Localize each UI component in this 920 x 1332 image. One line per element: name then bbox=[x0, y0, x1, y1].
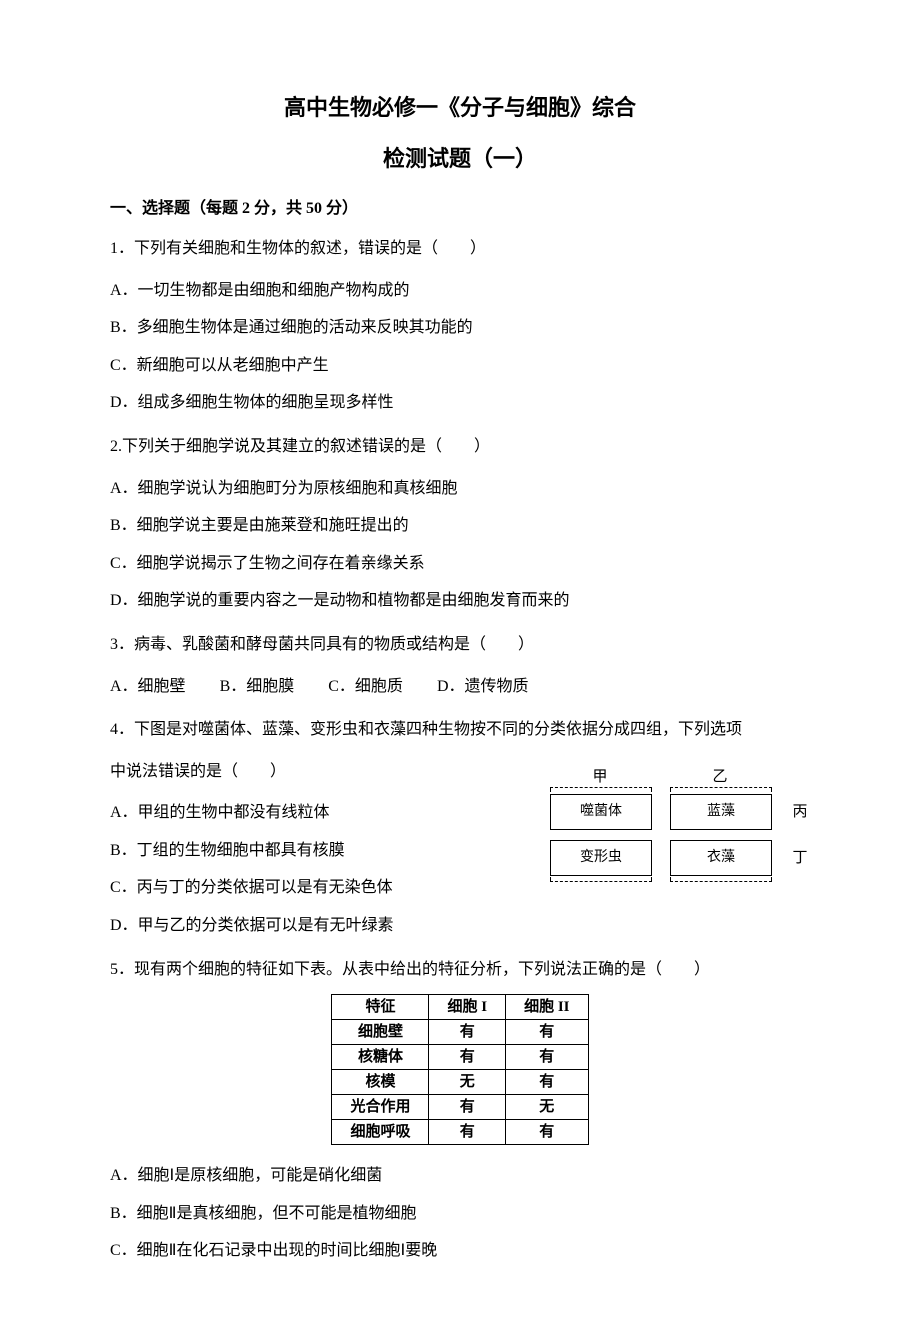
q4-option-b: B．丁组的生物细胞中都具有核膜 bbox=[110, 834, 495, 868]
q5-r3c0: 光合作用 bbox=[332, 1095, 429, 1120]
q4-label-bing: 丙 bbox=[790, 800, 810, 824]
q5-option-b: B．细胞Ⅱ是真核细胞，但不可能是植物细胞 bbox=[110, 1197, 810, 1231]
q5-th-1: 细胞 I bbox=[429, 995, 506, 1020]
q5-r0c1: 有 bbox=[429, 1020, 506, 1045]
q5-r1c1: 有 bbox=[429, 1045, 506, 1070]
q1-option-c: C．新细胞可以从老细胞中产生 bbox=[110, 349, 810, 383]
q4-cell-12: 蓝藻 bbox=[670, 794, 772, 830]
q5-r3c2: 无 bbox=[506, 1095, 588, 1120]
q2-option-d: D．细胞学说的重要内容之一是动物和植物都是由细胞发育而来的 bbox=[110, 584, 810, 618]
table-row: 核模 无 有 bbox=[332, 1070, 588, 1095]
q5-r4c2: 有 bbox=[506, 1120, 588, 1145]
table-row: 细胞壁 有 有 bbox=[332, 1020, 588, 1045]
q1-option-b: B．多细胞生物体是通过细胞的活动来反映其功能的 bbox=[110, 311, 810, 345]
q3-stem: 3．病毒、乳酸菌和酵母菌共同具有的物质或结构是（ ） bbox=[110, 628, 810, 662]
q4-option-a: A．甲组的生物中都没有线粒体 bbox=[110, 796, 495, 830]
q5-option-a: A．细胞Ⅰ是原核细胞，可能是硝化细菌 bbox=[110, 1159, 810, 1193]
q5-r1c2: 有 bbox=[506, 1045, 588, 1070]
q5-r1c0: 核糖体 bbox=[332, 1045, 429, 1070]
q5-r2c1: 无 bbox=[429, 1070, 506, 1095]
q1-option-a: A．一切生物都是由细胞和细胞产物构成的 bbox=[110, 274, 810, 308]
q3-option-a: A．细胞壁 bbox=[110, 670, 186, 704]
q5-stem: 5．现有两个细胞的特征如下表。从表中给出的特征分析，下列说法正确的是（ ） bbox=[110, 953, 810, 987]
q2-option-a: A．细胞学说认为细胞町分为原核细胞和真核细胞 bbox=[110, 472, 810, 506]
q4-cell-22: 衣藻 bbox=[670, 840, 772, 876]
table-row: 光合作用 有 无 bbox=[332, 1095, 588, 1120]
q1-option-d: D．组成多细胞生物体的细胞呈现多样性 bbox=[110, 386, 810, 420]
q4-stem-line1: 4．下图是对噬菌体、蓝藻、变形虫和衣藻四种生物按不同的分类依据分成四组，下列选项 bbox=[110, 713, 810, 747]
table-row: 细胞呼吸 有 有 bbox=[332, 1120, 588, 1145]
q5-table: 特征 细胞 I 细胞 II 细胞壁 有 有 核糖体 有 有 核模 无 有 光合作… bbox=[331, 994, 588, 1145]
q5-th-2: 细胞 II bbox=[506, 995, 588, 1020]
q3-option-b: B．细胞膜 bbox=[220, 670, 295, 704]
q4-diagram: 甲 乙 噬菌体 蓝藻 丙 变形虫 衣藻 丁 bbox=[550, 765, 810, 883]
q2-stem: 2.下列关于细胞学说及其建立的叙述错误的是（ ） bbox=[110, 430, 810, 464]
q1-stem: 1．下列有关细胞和生物体的叙述，错误的是（ ） bbox=[110, 232, 810, 266]
document-subtitle: 检测试题（一） bbox=[110, 141, 810, 176]
q5-th-0: 特征 bbox=[332, 995, 429, 1020]
document-title: 高中生物必修一《分子与细胞》综合 bbox=[110, 90, 810, 125]
q3-option-c: C．细胞质 bbox=[328, 670, 403, 704]
q4-label-yi: 乙 bbox=[670, 765, 770, 789]
q5-r0c2: 有 bbox=[506, 1020, 588, 1045]
q5-r0c0: 细胞壁 bbox=[332, 1020, 429, 1045]
q5-r2c0: 核模 bbox=[332, 1070, 429, 1095]
q4-stem-line2: 中说法错误的是（ ） bbox=[110, 755, 495, 789]
section-header: 一、选择题（每题 2 分，共 50 分） bbox=[110, 196, 810, 222]
table-header-row: 特征 细胞 I 细胞 II bbox=[332, 995, 588, 1020]
q5-r2c2: 有 bbox=[506, 1070, 588, 1095]
q4-label-ding: 丁 bbox=[790, 846, 810, 870]
q4-label-jia: 甲 bbox=[550, 765, 650, 789]
q2-option-b: B．细胞学说主要是由施莱登和施旺提出的 bbox=[110, 509, 810, 543]
q4-cell-21: 变形虫 bbox=[550, 840, 652, 876]
q4-option-d: D．甲与乙的分类依据可以是有无叶绿素 bbox=[110, 909, 495, 943]
q4-option-c: C．丙与丁的分类依据可以是有无染色体 bbox=[110, 871, 495, 905]
q3-option-d: D．遗传物质 bbox=[437, 670, 529, 704]
q5-r4c1: 有 bbox=[429, 1120, 506, 1145]
q2-option-c: C．细胞学说揭示了生物之间存在着亲缘关系 bbox=[110, 547, 810, 581]
q5-r4c0: 细胞呼吸 bbox=[332, 1120, 429, 1145]
table-row: 核糖体 有 有 bbox=[332, 1045, 588, 1070]
q3-options: A．细胞壁 B．细胞膜 C．细胞质 D．遗传物质 bbox=[110, 670, 810, 704]
q4-cell-11: 噬菌体 bbox=[550, 794, 652, 830]
q5-r3c1: 有 bbox=[429, 1095, 506, 1120]
q5-option-c: C．细胞Ⅱ在化石记录中出现的时间比细胞Ⅰ要晚 bbox=[110, 1234, 810, 1268]
